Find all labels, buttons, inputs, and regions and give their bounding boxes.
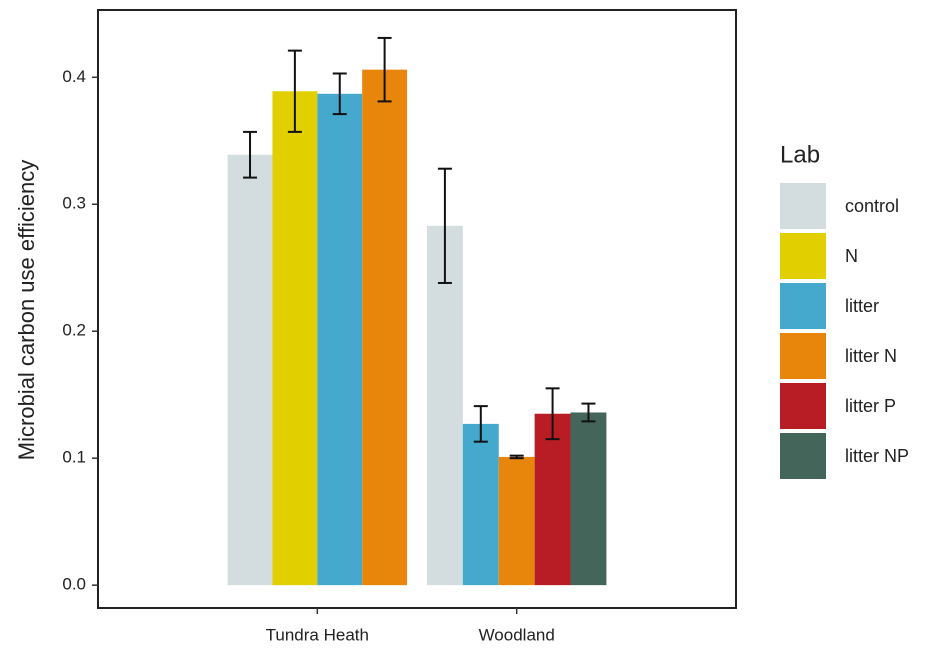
error-bar [473,405,488,443]
bar [272,91,318,586]
legend-label: control [845,196,899,216]
legend-key [780,333,826,379]
error-bar [545,387,560,441]
bar [570,412,607,586]
legend-label: litter NP [845,446,909,466]
error-bar [243,130,258,179]
legend-key [780,383,826,429]
panel [97,9,737,609]
bar [462,423,499,586]
legend-title: Lab [780,141,820,168]
legend-key [780,433,826,479]
legend-key [780,233,826,279]
error-bar [581,402,596,423]
bar [227,154,273,586]
legend-label: litter [845,296,879,316]
legend-label: litter P [845,396,896,416]
y-tick-label: 0.0 [62,575,86,594]
error-bar [287,49,302,133]
y-tick-label: 0.1 [62,448,86,467]
bar [426,225,463,586]
bar [498,456,535,586]
y-tick-label: 0.3 [62,194,86,213]
x-tick-label: Woodland [479,625,555,644]
y-tick-label: 0.4 [62,67,86,86]
bar [317,93,363,586]
error-bar [332,72,347,116]
legend-key [780,283,826,329]
bar [534,413,571,586]
legend-key [780,183,826,229]
legend-label: N [845,246,858,266]
error-bar [509,454,524,460]
bar [362,69,408,586]
legend-label: litter N [845,346,897,366]
y-tick-label: 0.2 [62,321,86,340]
y-axis-title: Microbial carbon use efficiency [14,160,39,460]
error-bar [377,36,392,103]
error-bar [437,167,452,284]
x-tick-label: Tundra Heath [266,625,369,644]
